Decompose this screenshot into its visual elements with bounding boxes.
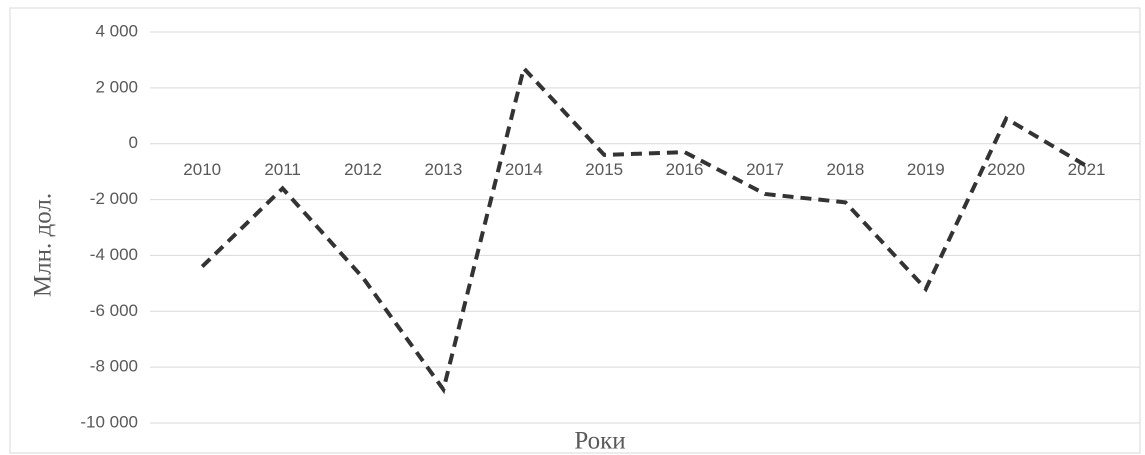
y-tick-label: -2 000 [90,189,138,208]
x-axis-label: Роки [574,428,625,455]
x-tick-label: 2019 [907,160,945,179]
x-tick-label: 2020 [987,160,1025,179]
y-axis-label: Млн. дол. [30,193,57,297]
x-tick-label: 2011 [264,160,301,179]
y-tick-label: -6 000 [90,301,138,320]
y-tick-label: -8 000 [90,357,138,376]
data-line [200,64,1088,395]
y-tick-label: -10 000 [80,412,138,431]
x-tick-label: 2010 [183,160,221,179]
y-tick-label: -4 000 [90,245,138,264]
x-tick-label: 2016 [666,160,704,179]
y-tick-label: 2 000 [95,77,138,96]
x-tick-label: 2013 [424,160,462,179]
x-tick-label: 2017 [746,160,784,179]
y-tick-label: 4 000 [95,21,138,40]
x-tick-label: 2021 [1068,160,1106,179]
x-tick-label: 2012 [344,160,382,179]
chart-border [9,7,1141,454]
y-tick-label: 0 [129,133,138,152]
x-tick-label: 2014 [505,160,543,179]
x-tick-label: 2018 [826,160,864,179]
x-tick-label: 2015 [585,160,623,179]
